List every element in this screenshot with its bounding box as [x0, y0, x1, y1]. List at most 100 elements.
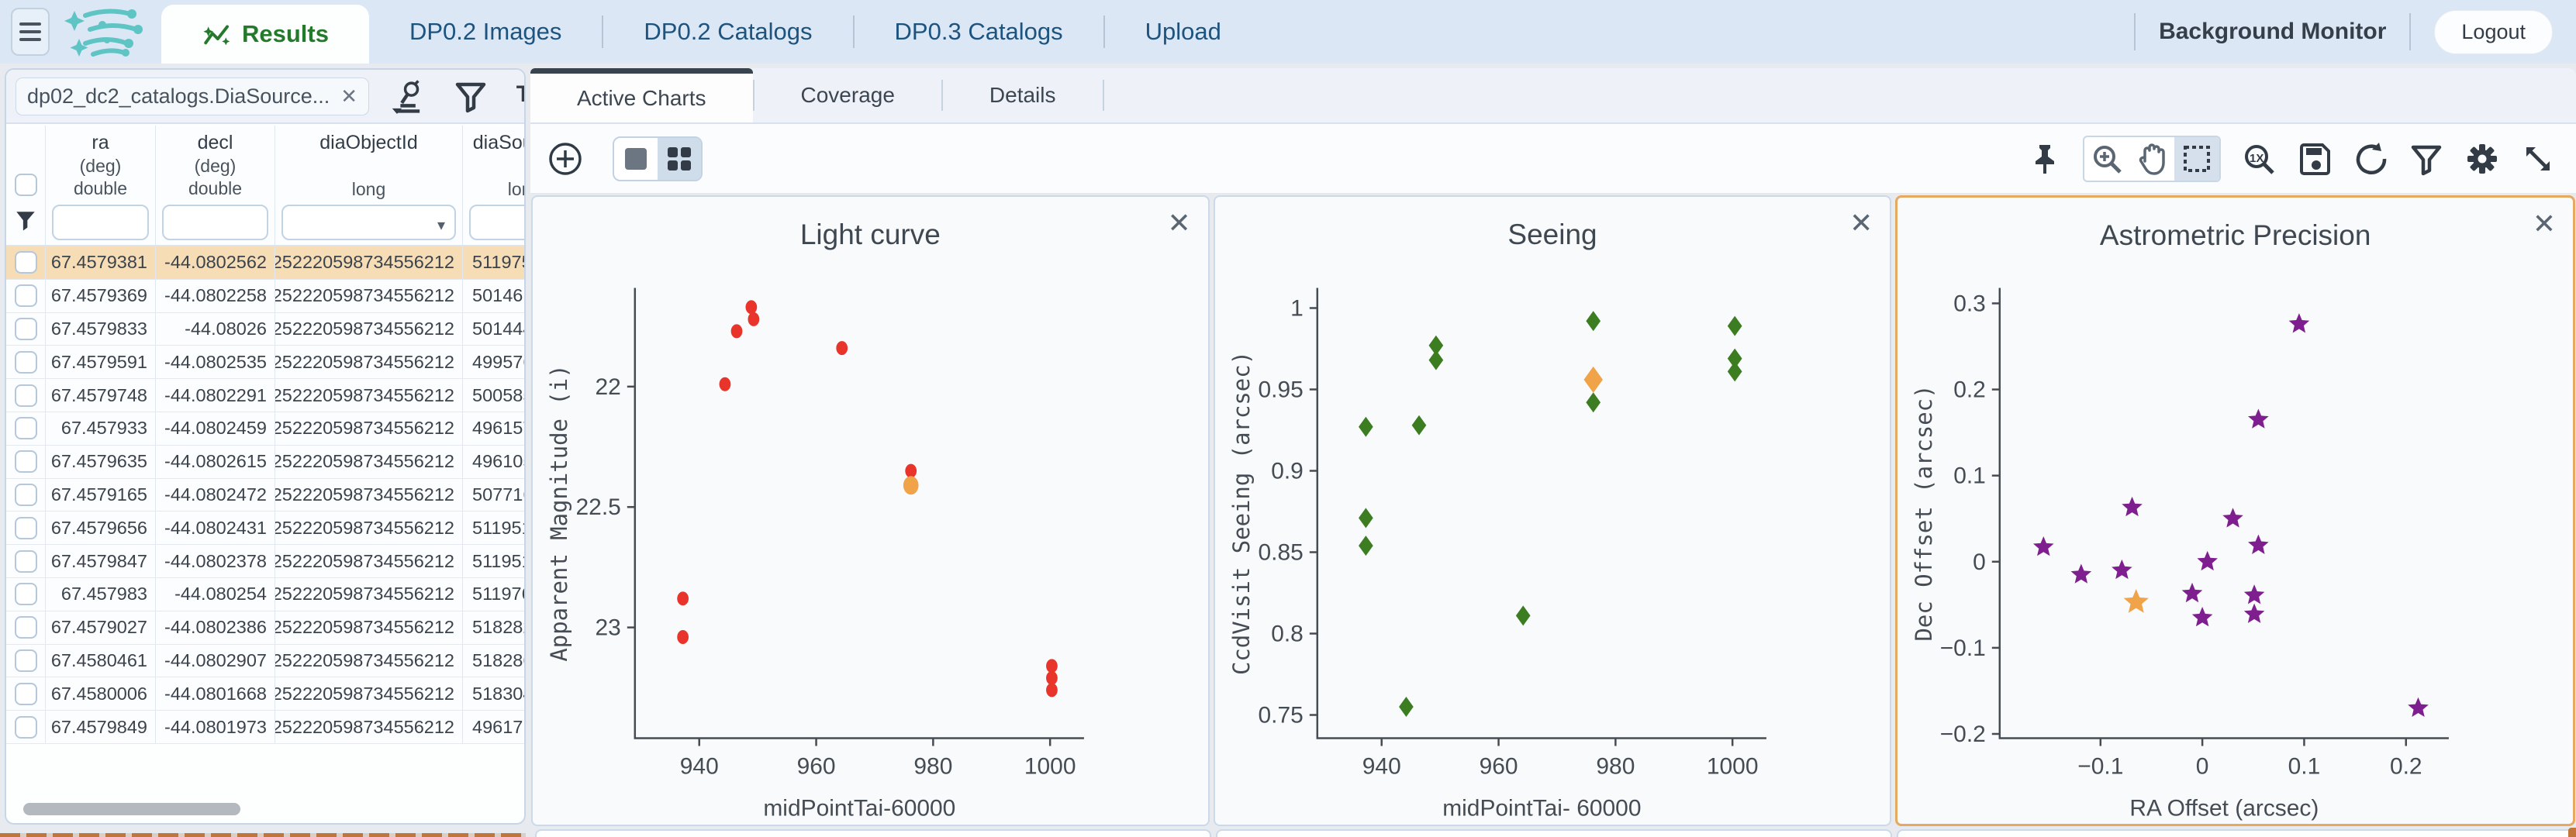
main-tab-dp0-3-catalogs[interactable]: DP0.3 Catalogs [855, 0, 1103, 64]
row-checkbox[interactable] [14, 284, 37, 308]
row-filter-icon[interactable] [12, 207, 40, 235]
data-point-sources[interactable] [905, 463, 917, 478]
data-point-offsets[interactable] [2248, 408, 2270, 429]
main-tab-dp0-2-images[interactable]: DP0.2 Images [369, 0, 602, 64]
column-filter-input[interactable] [52, 205, 149, 240]
add-chart-button[interactable] [547, 141, 583, 177]
scatter-plot[interactable]: −0.1 0 0.1 0.2 0.3 0.2 0.1 0 −0.1 −0.2 RA Offset (… [1897, 198, 2573, 824]
row-checkbox[interactable] [14, 516, 37, 539]
data-point-sources[interactable] [836, 341, 848, 356]
table-row[interactable]: 67.4579847 -44.0802378 1252220598734556212… [6, 545, 524, 578]
table-row[interactable]: 67.4579591 -44.0802535 1252220598734556212… [6, 346, 524, 380]
data-point-visits[interactable] [1358, 536, 1373, 556]
save-icon[interactable] [2297, 141, 2333, 177]
close-table-icon[interactable]: ✕ [340, 84, 358, 108]
chart-card-seeing[interactable]: 940 960 980 1000 1 0.95 0.9 0.85 0.8 0.75 midPoint… [1213, 195, 1892, 826]
box-select-button[interactable] [2174, 136, 2219, 181]
charts-tab-coverage[interactable]: Coverage [800, 83, 895, 107]
grid-chart-view-button[interactable] [658, 137, 701, 180]
data-point-visits[interactable] [1428, 350, 1443, 370]
menu-hamburger-button[interactable] [11, 8, 50, 56]
main-tab-results[interactable]: Results [161, 5, 369, 64]
select-all-checkbox[interactable] [14, 174, 37, 196]
zoom-1x-icon[interactable]: 1X [2241, 141, 2277, 177]
data-point-sources[interactable] [677, 630, 689, 645]
expand-icon[interactable] [2520, 141, 2556, 177]
table-row[interactable]: 67.4580006 -44.0801668 1252220598734556212… [6, 677, 524, 711]
settings-gear-icon[interactable] [2464, 141, 2500, 177]
table-row[interactable]: 67.4579635 -44.0802615 1252220598734556212… [6, 445, 524, 479]
column-header-diasourceid[interactable]: diaSourceId long [463, 126, 524, 245]
horizontal-scrollbar-thumb[interactable] [23, 803, 240, 815]
row-checkbox[interactable] [14, 682, 37, 705]
row-checkbox[interactable] [14, 649, 37, 672]
row-checkbox[interactable] [14, 317, 37, 340]
data-point-offsets[interactable] [2222, 508, 2244, 528]
table-row[interactable]: 67.4579748 -44.0802291 1252220598734556212… [6, 379, 524, 412]
data-point-visits[interactable] [1586, 311, 1601, 332]
data-point-visits[interactable] [1358, 416, 1373, 437]
logout-button[interactable]: Logout [2434, 9, 2553, 54]
row-checkbox[interactable] [14, 450, 37, 474]
data-point-visits[interactable] [1398, 697, 1414, 717]
microscope-icon[interactable] [391, 78, 426, 114]
data-point-visits[interactable] [1358, 508, 1373, 529]
row-checkbox[interactable] [14, 350, 37, 374]
close-chart-icon[interactable]: ✕ [1849, 207, 1873, 239]
main-tab-upload[interactable]: Upload [1105, 0, 1262, 64]
data-point-offsets[interactable] [2070, 563, 2092, 584]
row-checkbox[interactable] [14, 384, 37, 407]
row-checkbox[interactable] [14, 417, 37, 440]
chevron-down-icon[interactable]: ▾ [437, 217, 445, 234]
table-row[interactable]: 67.4579833 -44.08026 1252220598734556212 50… [6, 312, 524, 346]
column-filter-input[interactable] [162, 205, 268, 240]
chart-card-light-curve[interactable]: 940 960 980 1000 22 22.5 23 midPointTai-60000 Ap… [531, 195, 1210, 826]
data-point-offsets[interactable] [2122, 496, 2143, 517]
data-point-sources[interactable] [677, 591, 689, 606]
row-checkbox[interactable] [14, 483, 37, 506]
data-point-offsets[interactable] [2112, 559, 2132, 580]
table-tab[interactable]: dp02_dc2_catalogs.DiaSource... ✕ [16, 77, 370, 115]
scatter-plot[interactable]: 940 960 980 1000 22 22.5 23 midPointTai-60000 Ap… [533, 197, 1208, 825]
data-point-visits[interactable] [1727, 315, 1742, 336]
table-row[interactable]: 67.4579381 -44.0802562 1252220598734556212… [6, 246, 524, 280]
data-point-sources[interactable] [745, 300, 758, 315]
table-row[interactable]: 67.4579849 -44.0801973 1252220598734556212… [6, 711, 524, 744]
column-header-ra[interactable]: ra (deg) double [46, 126, 156, 245]
background-monitor-button[interactable]: Background Monitor [2159, 19, 2387, 44]
table-row[interactable]: 67.4579165 -44.0802472 1252220598734556212… [6, 478, 524, 512]
table-row[interactable]: 67.4579027 -44.0802386 1252220598734556212… [6, 611, 524, 645]
table-row[interactable]: 67.457983 -44.080254 1252220598734556212 51… [6, 577, 524, 611]
main-tab-dp0-2-catalogs[interactable]: DP0.2 Catalogs [603, 0, 852, 64]
data-point-offsets[interactable] [2244, 584, 2265, 604]
data-point-offsets[interactable] [2248, 534, 2270, 555]
close-chart-icon[interactable]: ✕ [2532, 208, 2557, 239]
charts-tab-details[interactable]: Details [989, 83, 1056, 107]
data-point-selected[interactable] [2123, 589, 2150, 613]
data-point-offsets[interactable] [2288, 313, 2310, 333]
table-row[interactable]: 67.4579369 -44.0802258 1252220598734556212… [6, 279, 524, 313]
column-filter-input[interactable]: ▾ [281, 205, 456, 240]
data-point-sources[interactable] [1046, 683, 1058, 698]
data-point-offsets[interactable] [2244, 603, 2265, 623]
data-point-offsets[interactable] [2197, 550, 2219, 571]
data-point-selected[interactable] [1583, 366, 1603, 393]
pin-icon[interactable] [2027, 141, 2063, 177]
table-row[interactable]: 67.457933 -44.0802459 1252220598734556212 4… [6, 412, 524, 446]
charts-tab-active-charts[interactable]: Active Charts [530, 68, 753, 122]
row-checkbox[interactable] [14, 715, 37, 739]
table-row[interactable]: 67.4579656 -44.0802431 1252220598734556212… [6, 512, 524, 546]
data-point-offsets[interactable] [2408, 697, 2429, 717]
close-chart-icon[interactable]: ✕ [1167, 207, 1191, 239]
data-point-visits[interactable] [1411, 415, 1427, 436]
data-point-offsets[interactable] [2033, 536, 2054, 556]
column-filter-input[interactable] [469, 205, 524, 240]
data-point-visits[interactable] [1727, 361, 1742, 382]
filter-icon[interactable] [453, 78, 489, 114]
text-options-icon[interactable]: TT [515, 78, 524, 114]
data-point-sources[interactable] [719, 377, 731, 391]
data-point-sources[interactable] [1046, 670, 1058, 685]
row-checkbox[interactable] [14, 616, 37, 639]
pan-hand-button[interactable] [2129, 137, 2174, 181]
table-row[interactable]: 67.4580461 -44.0802907 1252220598734556212… [6, 644, 524, 678]
